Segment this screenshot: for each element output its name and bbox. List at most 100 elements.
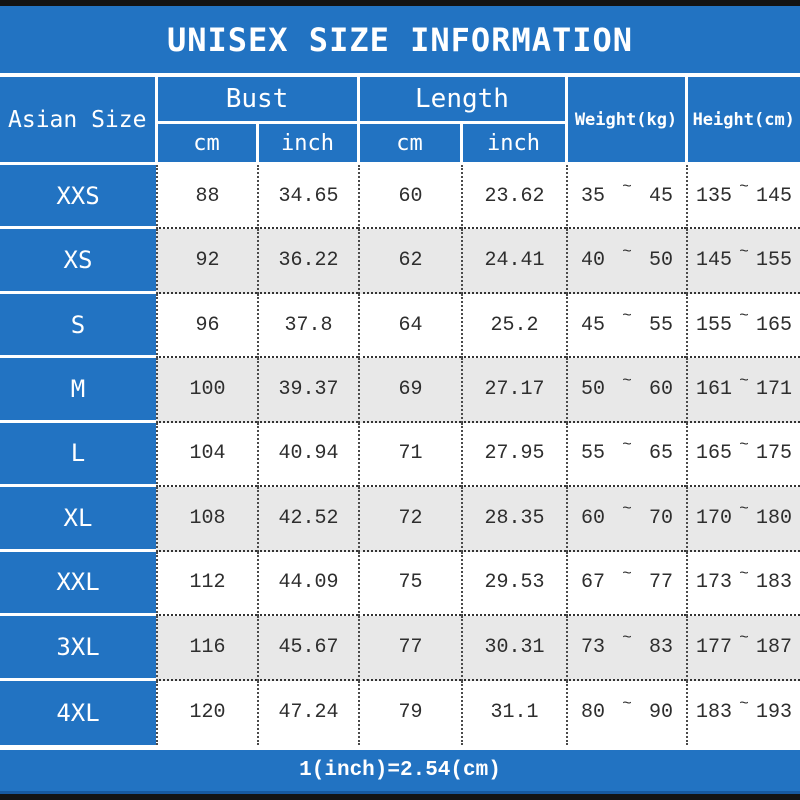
tilde-separator: ~ bbox=[739, 694, 749, 713]
tilde-separator: ~ bbox=[622, 564, 632, 583]
bust-inch-cell: 47.24 bbox=[257, 680, 358, 745]
bust-inch-cell: 45.67 bbox=[257, 616, 358, 681]
divider bbox=[0, 745, 800, 750]
bust-inch-cell: 44.09 bbox=[257, 551, 358, 617]
range-min: 67 bbox=[581, 571, 606, 595]
range-max: 70 bbox=[648, 506, 673, 530]
range-min: 135 bbox=[696, 184, 733, 208]
header-weight-kg: Weight(kg) bbox=[567, 77, 685, 162]
tilde-separator: ~ bbox=[622, 435, 632, 454]
divider bbox=[0, 73, 800, 77]
length-cm-cell: 77 bbox=[358, 616, 461, 681]
height-range-cell: 177 ~187 bbox=[686, 616, 800, 681]
range-min: 183 bbox=[696, 701, 733, 725]
range-max: 145 bbox=[755, 184, 792, 208]
header-bust-cm: cm bbox=[157, 124, 256, 162]
bust-cm-cell: 104 bbox=[156, 422, 257, 488]
range-max: 193 bbox=[755, 701, 792, 725]
page-title: UNISEX SIZE INFORMATION bbox=[166, 20, 634, 59]
tilde-separator: ~ bbox=[739, 178, 749, 197]
range-max: 183 bbox=[755, 571, 792, 595]
size-cell: XXS bbox=[0, 165, 156, 230]
weight-range-cell: 60 ~70 bbox=[566, 487, 686, 552]
bust-inch-cell: 42.52 bbox=[257, 487, 358, 552]
conversion-note: 1(inch)=2.54(cm) bbox=[299, 759, 501, 782]
tilde-separator: ~ bbox=[622, 694, 632, 713]
range-min: 173 bbox=[696, 571, 733, 595]
size-cell: XXL bbox=[0, 551, 156, 617]
divider bbox=[0, 162, 800, 165]
table-header: Asian Size Bust Length Weight(kg) Height… bbox=[0, 77, 800, 162]
bust-cm-cell: 88 bbox=[156, 165, 257, 230]
range-max: 83 bbox=[648, 635, 673, 659]
range-max: 45 bbox=[648, 184, 673, 208]
range-max: 180 bbox=[755, 506, 792, 530]
size-cell: 3XL bbox=[0, 616, 156, 681]
height-range-cell: 145 ~155 bbox=[686, 229, 800, 294]
weight-range-cell: 50 ~60 bbox=[566, 358, 686, 423]
range-max: 165 bbox=[755, 313, 792, 337]
length-cm-cell: 75 bbox=[358, 551, 461, 617]
bust-inch-cell: 34.65 bbox=[257, 165, 358, 230]
height-range-cell: 183 ~193 bbox=[686, 680, 800, 745]
header-length-cm: cm bbox=[359, 124, 460, 162]
size-cell: M bbox=[0, 358, 156, 423]
range-min: 170 bbox=[696, 506, 733, 530]
tilde-separator: ~ bbox=[739, 500, 749, 519]
bust-cm-cell: 92 bbox=[156, 229, 257, 294]
height-range-cell: 155 ~165 bbox=[686, 293, 800, 359]
range-max: 55 bbox=[648, 313, 673, 337]
tilde-separator: ~ bbox=[622, 242, 632, 261]
tilde-separator: ~ bbox=[739, 435, 749, 454]
weight-range-cell: 80 ~90 bbox=[566, 680, 686, 745]
header-asian-size: Asian Size bbox=[0, 77, 155, 162]
size-cell: XL bbox=[0, 487, 156, 552]
tilde-separator: ~ bbox=[739, 564, 749, 583]
range-max: 77 bbox=[648, 571, 673, 595]
tilde-separator: ~ bbox=[622, 178, 632, 197]
size-cell: S bbox=[0, 293, 156, 359]
size-cell: XS bbox=[0, 229, 156, 294]
weight-range-cell: 40 ~50 bbox=[566, 229, 686, 294]
length-inch-cell: 24.41 bbox=[461, 229, 566, 294]
bust-cm-cell: 100 bbox=[156, 358, 257, 423]
height-range-cell: 165 ~175 bbox=[686, 422, 800, 488]
length-cm-cell: 60 bbox=[358, 165, 461, 230]
length-inch-cell: 25.2 bbox=[461, 293, 566, 359]
range-min: 177 bbox=[696, 635, 733, 659]
range-max: 65 bbox=[648, 442, 673, 466]
range-min: 60 bbox=[581, 506, 606, 530]
length-inch-cell: 29.53 bbox=[461, 551, 566, 617]
tilde-separator: ~ bbox=[622, 500, 632, 519]
bust-cm-cell: 116 bbox=[156, 616, 257, 681]
header-height-cm: Height(cm) bbox=[687, 77, 800, 162]
size-cell: L bbox=[0, 422, 156, 488]
footer-rule bbox=[0, 791, 800, 794]
height-range-cell: 161 ~171 bbox=[686, 358, 800, 423]
tilde-separator: ~ bbox=[739, 307, 749, 326]
tilde-separator: ~ bbox=[622, 371, 632, 390]
bottom-frame-border bbox=[0, 794, 800, 800]
weight-range-cell: 35 ~45 bbox=[566, 165, 686, 230]
length-cm-cell: 72 bbox=[358, 487, 461, 552]
bust-inch-cell: 40.94 bbox=[257, 422, 358, 488]
title-band: UNISEX SIZE INFORMATION bbox=[0, 6, 800, 73]
length-inch-cell: 23.62 bbox=[461, 165, 566, 230]
length-cm-cell: 79 bbox=[358, 680, 461, 745]
range-max: 171 bbox=[755, 378, 792, 402]
range-min: 50 bbox=[581, 378, 606, 402]
range-max: 90 bbox=[648, 701, 673, 725]
range-min: 145 bbox=[696, 249, 733, 273]
header-length: Length bbox=[359, 77, 565, 121]
bust-cm-cell: 96 bbox=[156, 293, 257, 359]
range-min: 55 bbox=[581, 442, 606, 466]
length-cm-cell: 62 bbox=[358, 229, 461, 294]
length-cm-cell: 64 bbox=[358, 293, 461, 359]
range-max: 50 bbox=[648, 249, 673, 273]
length-inch-cell: 27.17 bbox=[461, 358, 566, 423]
tilde-separator: ~ bbox=[622, 629, 632, 648]
height-range-cell: 173 ~183 bbox=[686, 551, 800, 617]
tilde-separator: ~ bbox=[739, 629, 749, 648]
weight-range-cell: 67 ~77 bbox=[566, 551, 686, 617]
bust-inch-cell: 39.37 bbox=[257, 358, 358, 423]
